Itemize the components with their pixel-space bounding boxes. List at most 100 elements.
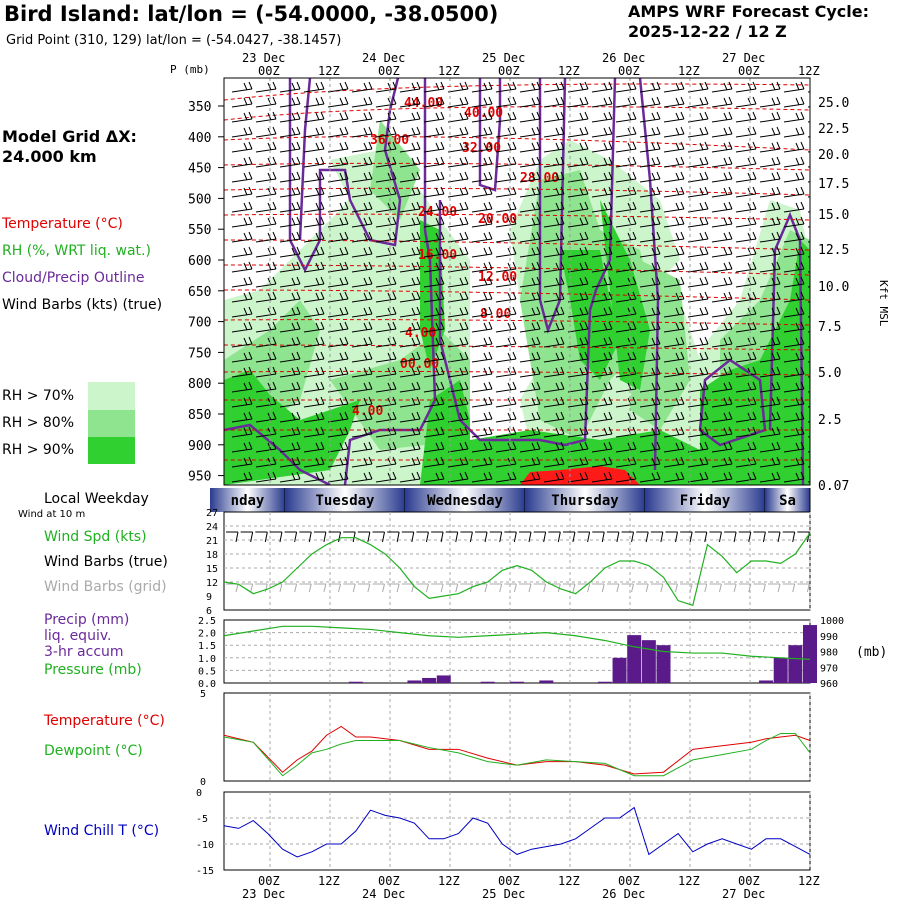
wind-barb-flag xyxy=(656,141,661,150)
wind-barb xyxy=(255,418,277,423)
wind-barb-flag xyxy=(392,81,397,90)
wind-barb xyxy=(615,313,637,318)
weekday-day-label: Sa xyxy=(779,493,796,509)
wind-barb-flag xyxy=(771,352,776,361)
wind-barb-flag xyxy=(728,411,733,420)
wind-barb-flag xyxy=(771,382,776,391)
wind-barb-flag xyxy=(608,306,613,315)
wind-barb-flag xyxy=(771,472,776,481)
wind-barb xyxy=(711,463,733,468)
rh90-swatch xyxy=(88,437,135,464)
wind-barb-flag xyxy=(416,171,421,180)
wind-barb-flag xyxy=(248,231,253,240)
wind-barb-flag xyxy=(752,411,757,420)
temp-contour-label: 20.00 xyxy=(478,212,517,227)
wind-barb xyxy=(471,298,493,303)
bottom-date-label: 27 Dec xyxy=(722,887,765,900)
surface-wind-barb-flag xyxy=(338,531,342,543)
wind-barb xyxy=(615,283,637,288)
wind-barb xyxy=(783,433,805,438)
wind-barb xyxy=(447,343,469,348)
wind-barb-flag xyxy=(632,186,637,195)
wind-barb-flag xyxy=(488,126,493,135)
wind-barb-flag xyxy=(296,96,301,105)
chill-panel: 0-5-10-15 xyxy=(196,788,811,877)
wind-barb-flag xyxy=(776,231,781,240)
wind-barb xyxy=(255,148,277,153)
wind-barb xyxy=(783,103,805,108)
wind-10m-label: Wind at 10 m xyxy=(18,509,86,520)
precip-bar xyxy=(641,640,656,683)
wind-barb xyxy=(639,148,661,153)
wind-barb-flag xyxy=(320,96,325,105)
wind-barb-flag xyxy=(339,232,344,241)
wind-barb xyxy=(351,403,373,408)
wind-barb xyxy=(663,178,685,183)
wind-barb-flag xyxy=(825,457,828,464)
wind-barb xyxy=(471,193,493,198)
wind-barb-flag xyxy=(579,352,584,361)
wind-barb-flag xyxy=(723,352,728,361)
wind-barb xyxy=(375,433,397,438)
wind-barb-flag xyxy=(368,366,373,375)
wind-barb-flag xyxy=(560,186,565,195)
legend-wind-barbs: Wind Barbs (kts) (true) xyxy=(2,297,163,313)
wind-barb xyxy=(471,103,493,108)
wind-barb-flag xyxy=(315,127,320,136)
wind-barb xyxy=(471,373,493,378)
wind-barb xyxy=(591,283,613,288)
wind-barb-flag xyxy=(320,426,325,435)
wind-barb-flag xyxy=(728,156,733,165)
wind-barb xyxy=(567,103,589,108)
wind-barb-flag xyxy=(584,231,589,240)
wind-barb xyxy=(615,403,637,408)
wind-barb-flag xyxy=(416,111,421,120)
surface-wind-barb-flag xyxy=(528,531,532,543)
grid-wind-barb-flag xyxy=(733,583,737,593)
wind-barb xyxy=(783,118,805,123)
wind-barb-flag xyxy=(728,291,733,300)
wind-barb-flag xyxy=(680,276,685,285)
wind-barb-flag xyxy=(296,261,301,270)
wind-barb-flag xyxy=(488,321,493,330)
wind-barb xyxy=(807,361,810,363)
wind-barb-flag xyxy=(435,322,440,331)
wind-barb-flag xyxy=(536,471,541,480)
wind-barb xyxy=(471,133,493,138)
wind-barb-flag xyxy=(795,382,800,391)
wind-barb xyxy=(447,88,469,93)
wind-barb-flag xyxy=(272,366,277,375)
wind-barb-flag xyxy=(483,112,488,121)
wind-barb-flag xyxy=(363,277,368,286)
wind-barb-flag xyxy=(315,82,320,91)
wind-barb-flag xyxy=(536,96,541,105)
wind-barb xyxy=(615,208,637,213)
wind-barb-flag xyxy=(651,187,656,196)
wind-barb-flag xyxy=(392,156,397,165)
wind-barb xyxy=(639,433,661,438)
wind-barb xyxy=(231,373,253,378)
wind-barb xyxy=(543,193,565,198)
wind-barb-flag xyxy=(368,351,373,360)
wind-barb-flag xyxy=(560,291,565,300)
wind-barb-flag xyxy=(771,442,776,451)
wind-barb-flag xyxy=(464,396,469,405)
wind-barb-flag xyxy=(320,276,325,285)
wind-barb-flag xyxy=(416,456,421,465)
wind-barb-flag xyxy=(483,457,488,466)
wind-barb-flag xyxy=(584,396,589,405)
wind-barb xyxy=(711,148,733,153)
wind-barbs-top xyxy=(231,81,828,483)
wind-barb-flag xyxy=(531,187,536,196)
pressure-tick: 350 xyxy=(188,100,211,115)
wind-barb xyxy=(351,358,373,363)
wind-barb-flag xyxy=(680,411,685,420)
wind-barb-flag xyxy=(603,412,608,421)
wind-barb-flag xyxy=(632,111,637,120)
wind-barb-flag xyxy=(584,441,589,450)
wind-barb-flag xyxy=(243,442,248,451)
wind-barb-flag xyxy=(392,231,397,240)
wind-barb xyxy=(303,208,325,213)
wind-barb xyxy=(399,328,421,333)
wind-barb xyxy=(687,328,709,333)
